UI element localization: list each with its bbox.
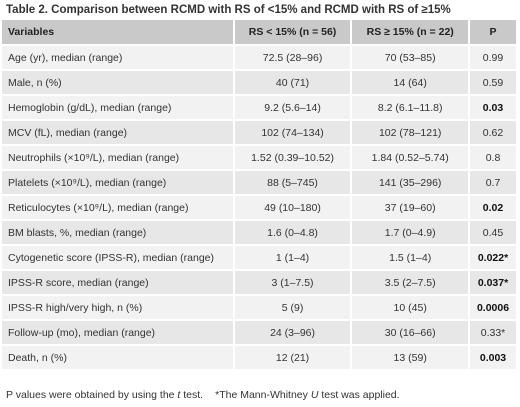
table-row: Cytogenetic score (IPSS-R), median (rang… [2,245,518,271]
cell-rs-high: 30 (16–66) [351,320,471,346]
cell-rs-low: 88 (5–745) [233,170,353,196]
header-p-value: P [469,20,518,46]
cell-rs-high: 102 (78–121) [351,120,471,146]
cell-rs-high: 10 (45) [351,295,471,321]
cell-p-value: 0.02 [469,195,518,221]
table-row: BM blasts, %, median (range) 1.6 (0–4.8) 1… [2,220,518,246]
table-row: Hemoglobin (g/dL), median (range) 9.2 (5.… [2,95,518,121]
cell-variable: Neutrophils (×10⁹/L), median (range) [2,145,235,171]
table-row: IPSS-R high/very high, n (%) 5 (9) 10 (45)… [2,295,518,321]
cell-variable: Platelets (×10⁹/L), median (range) [2,170,235,196]
cell-rs-low: 49 (10–180) [233,195,353,221]
footnote-p-values: P values were obtained by using the t te… [6,389,204,401]
cell-variable: Reticulocytes (×10⁹/L), median (range) [2,195,235,221]
footnote-mann-whitney: *The Mann-Whitney U test was applied. [215,389,400,401]
table-row: Neutrophils (×10⁹/L), median (range) 1.52… [2,145,518,171]
cell-rs-high: 37 (19–60) [351,195,471,221]
cell-rs-low: 24 (3–96) [233,320,353,346]
table-row: IPSS-R score, median (range) 3 (1–7.5) 3.5… [2,270,518,296]
cell-rs-low: 1.6 (0–4.8) [233,220,353,246]
header-rs-low: RS < 15% (n = 56) [233,20,353,46]
table-row: Death, n (%) 12 (21) 13 (59) 0.003 [2,345,518,371]
cell-variable: Age (yr), median (range) [2,45,235,71]
cell-rs-high: 3.5 (2–7.5) [351,270,471,296]
cell-variable: IPSS-R high/very high, n (%) [2,295,235,321]
cell-rs-high: 13 (59) [351,345,471,371]
table-header-row: Variables RS < 15% (n = 56) RS ≥ 15% (n … [2,20,518,46]
table-row: Male, n (%) 40 (71) 14 (64) 0.59 [2,70,518,96]
footnote: P values were obtained by using the t te… [6,389,400,401]
table-row: Platelets (×10⁹/L), median (range) 88 (5–… [2,170,518,196]
cell-variable: Male, n (%) [2,70,235,96]
cell-rs-low: 12 (21) [233,345,353,371]
cell-p-value: 0.33* [469,320,518,346]
cell-p-value: 0.99 [469,45,518,71]
cell-rs-high: 8.2 (6.1–11.8) [351,95,471,121]
cell-variable: IPSS-R score, median (range) [2,270,235,296]
cell-rs-low: 1.52 (0.39–10.52) [233,145,353,171]
cell-rs-high: 1.5 (1–4) [351,245,471,271]
cell-rs-low: 40 (71) [233,70,353,96]
table-row: Age (yr), median (range) 72.5 (28–96) 70 (… [2,45,518,71]
table-row: Reticulocytes (×10⁹/L), median (range) 49… [2,195,518,221]
cell-variable: BM blasts, %, median (range) [2,220,235,246]
cell-rs-low: 9.2 (5.6–14) [233,95,353,121]
cell-variable: MCV (fL), median (range) [2,120,235,146]
cell-rs-high: 70 (53–85) [351,45,471,71]
table-body: Age (yr), median (range) 72.5 (28–96) 70 (… [2,45,518,371]
cell-rs-low: 72.5 (28–96) [233,45,353,71]
cell-rs-high: 1.7 (0–4.9) [351,220,471,246]
cell-rs-low: 102 (74–134) [233,120,353,146]
cell-variable: Cytogenetic score (IPSS-R), median (rang… [2,245,235,271]
table-title: Table 2. Comparison between RCMD with RS… [6,4,451,16]
cell-p-value: 0.037* [469,270,518,296]
cell-p-value: 0.62 [469,120,518,146]
header-variables: Variables [2,20,235,46]
cell-p-value: 0.7 [469,170,518,196]
table-row: MCV (fL), median (range) 102 (74–134) 102 … [2,120,518,146]
cell-p-value: 0.03 [469,95,518,121]
cell-rs-low: 1 (1–4) [233,245,353,271]
cell-variable: Hemoglobin (g/dL), median (range) [2,95,235,121]
cell-rs-low: 3 (1–7.5) [233,270,353,296]
cell-variable: Follow-up (mo), median (range) [2,320,235,346]
table-row: Follow-up (mo), median (range) 24 (3–96) 3… [2,320,518,346]
cell-rs-high: 14 (64) [351,70,471,96]
comparison-table: Variables RS < 15% (n = 56) RS ≥ 15% (n … [2,20,518,371]
cell-variable: Death, n (%) [2,345,235,371]
cell-p-value: 0.003 [469,345,518,371]
cell-p-value: 0.59 [469,70,518,96]
cell-rs-low: 5 (9) [233,295,353,321]
cell-rs-high: 1.84 (0.52–5.74) [351,145,471,171]
cell-p-value: 0.8 [469,145,518,171]
header-rs-high: RS ≥ 15% (n = 22) [351,20,471,46]
cell-p-value: 0.45 [469,220,518,246]
cell-p-value: 0.0006 [469,295,518,321]
cell-p-value: 0.022* [469,245,518,271]
cell-rs-high: 141 (35–296) [351,170,471,196]
